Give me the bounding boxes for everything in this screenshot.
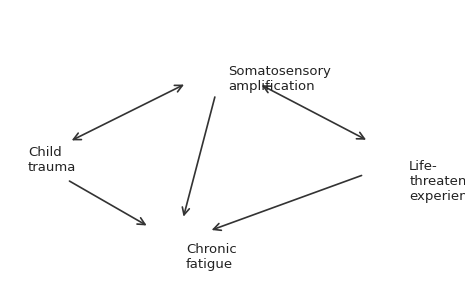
Text: Life-
threatening
experiences: Life- threatening experiences [409, 160, 465, 203]
Text: Chronic
fatigue: Chronic fatigue [186, 243, 237, 271]
Text: Somatosensory
amplification: Somatosensory amplification [228, 65, 331, 93]
Text: Child
trauma: Child trauma [28, 146, 76, 174]
